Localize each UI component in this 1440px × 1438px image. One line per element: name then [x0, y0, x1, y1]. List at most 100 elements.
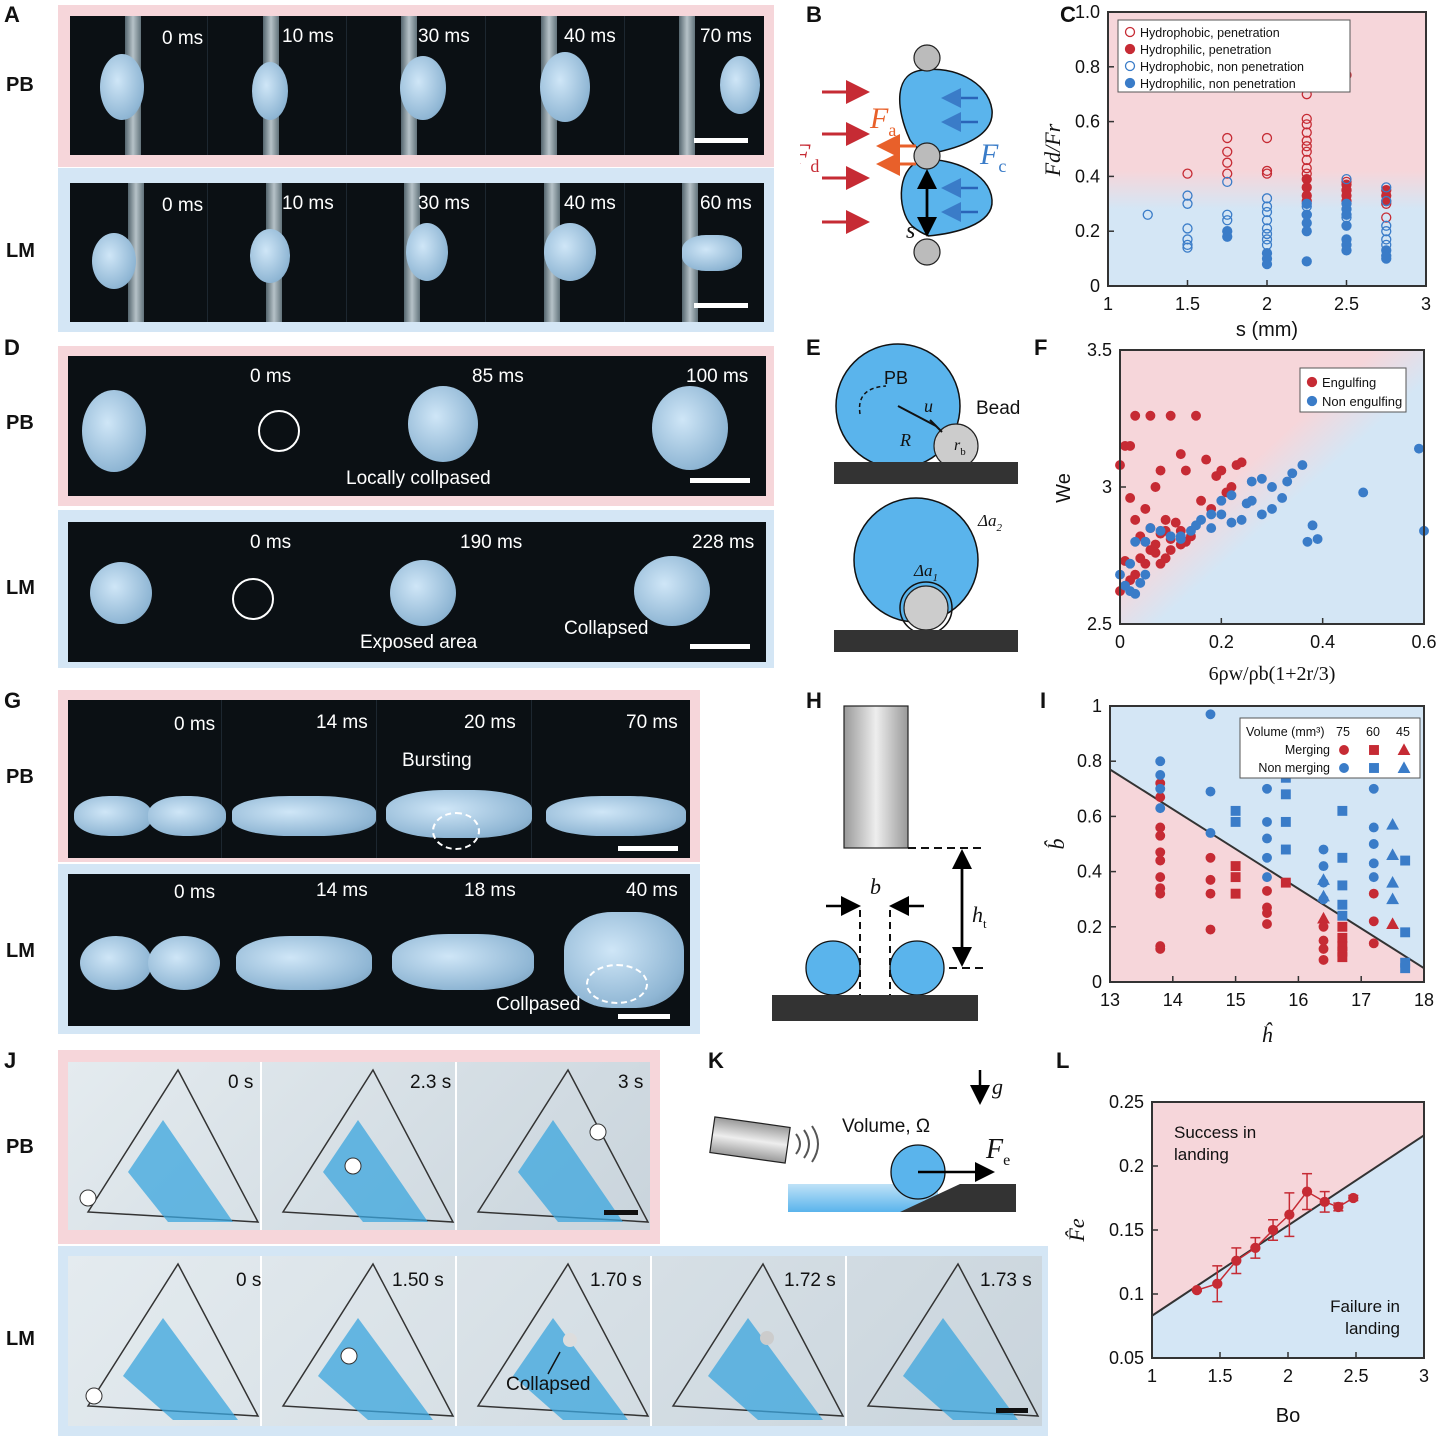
data-point [1369, 763, 1379, 773]
panel-j-pb-image: 0 s 2.3 s 3 s [68, 1062, 650, 1230]
annotation-collapsed: Collpased [496, 994, 581, 1015]
panel-k-schematic: g Volume, Ω Fe [709, 1070, 1016, 1212]
data-point [1205, 852, 1216, 863]
data-point [1306, 376, 1318, 388]
data-point [1175, 449, 1186, 460]
label-pb: PB [884, 368, 908, 388]
data-point [1182, 242, 1193, 253]
data-point [1155, 756, 1166, 767]
legend-volume: 75 [1336, 725, 1350, 739]
data-point [1125, 493, 1136, 503]
data-point [1261, 228, 1273, 240]
panel-b-schematic: Fd Fa Fc s [800, 44, 1006, 266]
data-point [1191, 1285, 1203, 1296]
scale-bar [694, 303, 748, 308]
x-tick-label: 0.4 [1310, 632, 1335, 652]
x-tick-label: 18 [1414, 990, 1434, 1010]
x-tick-label: 14 [1163, 990, 1183, 1010]
x-tick-label: 0.6 [1411, 632, 1436, 652]
data-point [1267, 503, 1277, 514]
data-point [1341, 209, 1352, 220]
data-point [1302, 536, 1313, 547]
data-point [1222, 146, 1233, 157]
row-label-g-lm: LM [6, 940, 35, 962]
legend-label: Non merging [1258, 761, 1330, 775]
data-point [1368, 858, 1379, 869]
label-ht: ht [972, 902, 987, 931]
data-point [1337, 910, 1348, 921]
plot-frame [1109, 705, 1425, 983]
data-point [1261, 165, 1273, 177]
data-point [1165, 545, 1176, 555]
label-rb: rb [954, 437, 966, 458]
y-tick-label: 3 [1102, 477, 1112, 497]
y-tick-label: 0.2 [1075, 221, 1100, 241]
y-tick-label: 0.15 [1109, 1220, 1144, 1240]
data-point [1236, 457, 1247, 468]
data-point [1262, 833, 1272, 844]
data-point [1318, 921, 1329, 932]
data-point [1261, 201, 1273, 212]
data-point [1155, 888, 1166, 899]
x-tick-label: 2 [1262, 294, 1272, 314]
data-point [1369, 745, 1379, 755]
data-point [1337, 805, 1348, 816]
time-label: 40 ms [564, 193, 616, 214]
data-point [1400, 963, 1411, 974]
data-point [1306, 395, 1318, 407]
data-point [1205, 786, 1216, 797]
data-point [1206, 509, 1217, 520]
label-delta-a2: Δa2 [977, 511, 1002, 534]
data-point [1124, 26, 1136, 38]
y-tick-label: 3.5 [1087, 340, 1112, 360]
panel-label-b: B [806, 2, 822, 27]
data-point [1230, 816, 1241, 827]
y-tick-label: 0.2 [1077, 917, 1102, 937]
data-point [1230, 872, 1241, 883]
time-label: 0 ms [162, 195, 204, 216]
data-point [1155, 855, 1166, 866]
row-label-j-pb: PB [6, 1136, 34, 1158]
y-tick-label: 1.0 [1075, 2, 1100, 22]
y-axis-label: b̂ [1044, 839, 1069, 850]
label-g: g [992, 1074, 1003, 1099]
time-label: 40 ms [626, 880, 678, 901]
data-point [1301, 256, 1312, 267]
time-label: 18 ms [464, 880, 516, 901]
data-point [1125, 440, 1136, 451]
y-tick-label: 1 [1092, 696, 1102, 716]
time-label: 100 ms [686, 366, 749, 387]
fit-line [1109, 768, 1425, 970]
data-point [1262, 872, 1272, 883]
data-point [1140, 558, 1151, 569]
data-point [1182, 168, 1193, 179]
scale-bar [604, 1210, 638, 1215]
data-point [1262, 783, 1272, 794]
time-label: 3 s [618, 1072, 644, 1093]
data-point [1155, 822, 1166, 833]
time-label: 2.3 s [410, 1072, 452, 1093]
scale-bar [618, 1014, 670, 1019]
data-point [1155, 943, 1166, 954]
data-point [1261, 132, 1273, 144]
data-point [1205, 888, 1216, 899]
data-point [1280, 877, 1291, 888]
legend-box [1239, 717, 1421, 779]
y-tick-label: 0.1 [1119, 1284, 1144, 1304]
data-point [1145, 523, 1156, 534]
data-point [1182, 223, 1193, 234]
data-point [1381, 226, 1392, 237]
data-point [1333, 1201, 1344, 1213]
annotation-locally-collapsed: Locally collpased [346, 468, 491, 489]
data-point [1222, 215, 1233, 226]
time-label: 1.50 s [392, 1270, 444, 1291]
data-point [1155, 830, 1166, 841]
row-label-a-lm: LM [6, 240, 35, 262]
time-label: 14 ms [316, 712, 368, 733]
x-axis-label: 6ρw/ρb(1+2r/3) [1209, 663, 1336, 685]
y-tick-label: 0.4 [1075, 166, 1100, 186]
data-point [1182, 190, 1193, 201]
data-point [1261, 168, 1273, 179]
data-point [1256, 473, 1267, 484]
data-point [1337, 921, 1348, 932]
